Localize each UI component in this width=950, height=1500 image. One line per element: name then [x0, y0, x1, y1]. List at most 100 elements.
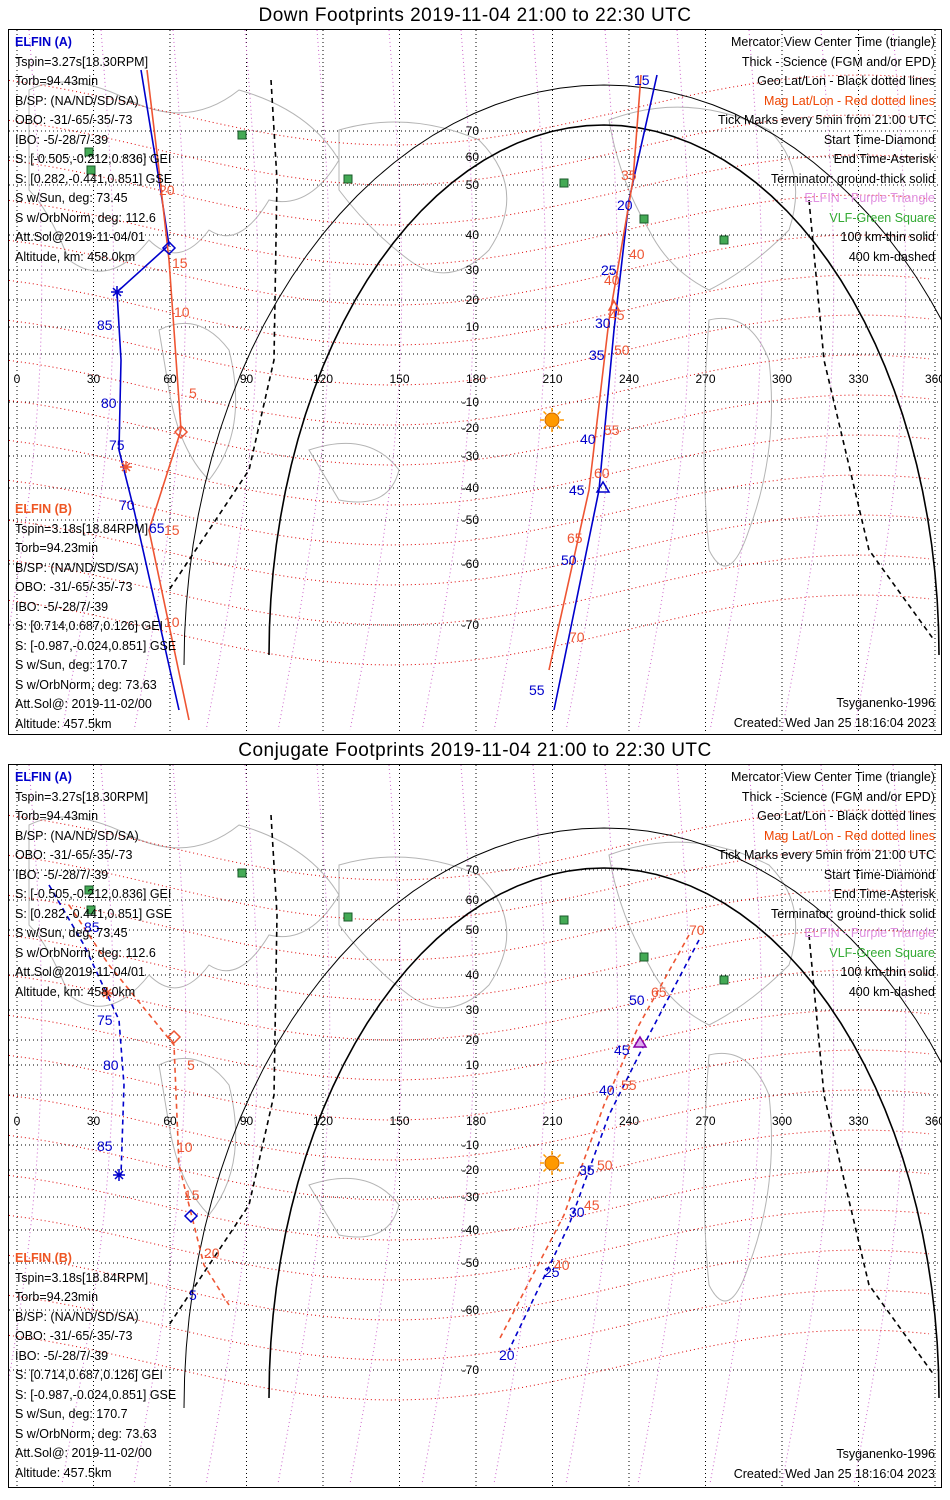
legend-line: Tick Marks every 5min from 21:00 UTC	[718, 848, 935, 862]
lat-label: -20	[462, 421, 480, 435]
vlf-station-marker	[559, 915, 569, 925]
info-line: S: [0.282,-0.441,0.851] GSE	[15, 171, 173, 186]
lon-label: 150	[389, 372, 409, 386]
legend-line: End Time-Asterisk	[833, 887, 935, 901]
lon-label: 60	[163, 372, 177, 386]
vlf-station-marker	[237, 868, 247, 878]
elfin-b-time-tick: 5	[187, 1057, 195, 1073]
info-line: S w/Sun, deg: 170.7	[15, 1407, 128, 1421]
legend-line: 100 km-thin solid	[840, 965, 936, 979]
info-line: OBO: -31/-65/-35/-73	[15, 1329, 133, 1343]
mag-latitude-line	[9, 314, 930, 386]
mag-latitude-line	[9, 969, 930, 1041]
start-diamond-b	[166, 1029, 182, 1045]
info-line: Torb=94.43min	[15, 809, 99, 823]
map-canvas-conjugate: 0 30 60 90 120 150 180 210 240 270 300 330 360 70 60 50…	[9, 765, 942, 1487]
info-line: S: [-0.987,-0.024,0.851] GSE	[15, 638, 177, 653]
lon-label: 300	[772, 372, 792, 386]
legend-line: Start Time-Diamond	[823, 132, 935, 147]
info-line: S w/OrbNorm, deg: 73.63	[15, 1426, 157, 1441]
lon-label: 90	[240, 372, 254, 386]
mag-latitude-line	[9, 274, 930, 346]
elfin-b-time-tick: 15	[164, 522, 180, 538]
legend-line: 400 km-dashed	[848, 984, 935, 999]
vlf-station-marker	[86, 905, 96, 915]
elfin-b-time-tick: 50	[614, 342, 630, 358]
vlf-station-marker	[343, 912, 353, 922]
lon-label: 270	[695, 372, 715, 386]
info-line: Altitude: 457.5km	[15, 1465, 112, 1480]
vlf-station-marker	[639, 952, 649, 962]
elfin-a-time-tick: 5	[189, 1287, 197, 1303]
coastline-shape	[28, 81, 340, 272]
elfin-a-time-tick: 85	[97, 317, 113, 333]
elfin-b-time-tick: 55	[621, 1077, 637, 1093]
info-line: IBO: -5/-28/7/-39	[15, 132, 109, 147]
mag-meridian-line	[277, 765, 331, 1486]
vlf-station-marker	[719, 975, 729, 985]
mag-latitude-line	[9, 234, 930, 306]
mag-latitude-line	[9, 114, 930, 186]
info-line: B/SP: (NA/ND/SD/SA)	[15, 93, 139, 108]
lat-label: 50	[466, 923, 480, 937]
mag-meridian-line	[9, 30, 43, 631]
mag-meridian-line	[637, 765, 691, 1486]
lon-label: 210	[542, 372, 562, 386]
info-line: Torb=94.23min	[15, 1290, 99, 1304]
elfin-b-header: ELFIN (B)	[15, 502, 72, 516]
mag-latitude-line	[9, 809, 930, 881]
sun-ray	[557, 1153, 562, 1158]
mag-latitude-line	[9, 849, 930, 921]
lat-label: 60	[466, 893, 480, 907]
mag-meridian-line	[493, 30, 547, 731]
sun-ray	[542, 425, 547, 430]
view-center-triangle	[632, 1035, 648, 1048]
elfin-a-time-tick: 50	[561, 552, 577, 568]
elfin-b-time-tick: 10	[164, 614, 180, 630]
lon-label: 0	[14, 372, 21, 386]
lat-label: -30	[462, 1190, 480, 1204]
mag-latitude-line	[9, 1009, 930, 1081]
coastline-shape	[158, 322, 237, 481]
elfin-b-time-tick: 55	[604, 422, 620, 438]
legend-line: ELFIN - Purple Triangle	[804, 191, 935, 205]
mag-meridian-line	[133, 30, 187, 731]
info-line: OBO: -31/-65/-35/-73	[15, 580, 133, 594]
elfin-a-time-tick: 30	[595, 315, 611, 331]
lat-label: 30	[466, 1003, 480, 1017]
mag-latitude-line	[9, 194, 930, 266]
info-line: S: [0.714,0.687,0.126] GEI	[15, 1368, 164, 1382]
mag-meridian-line	[637, 30, 691, 731]
model-label: Tsyganenko-1996	[836, 1447, 935, 1461]
elfin-b-track-west	[68, 904, 230, 1306]
mag-meridian-line	[205, 30, 259, 731]
elfin-b-time-tick: 70	[569, 629, 585, 645]
legend-line: 400 km-dashed	[848, 249, 935, 264]
lat-label: 20	[466, 293, 480, 307]
info-line: B/SP: (NA/ND/SD/SA)	[15, 560, 139, 575]
mag-latitude-line	[9, 154, 930, 226]
panel-title-conjugate: Conjugate Footprints 2019-11-04 21:00 to…	[238, 740, 712, 761]
elfin-a-time-tick: 75	[109, 437, 125, 453]
lat-label: 70	[466, 863, 480, 877]
info-line: S w/OrbNorm, deg: 112.6	[15, 945, 156, 960]
mag-meridian-line	[133, 765, 187, 1486]
coastline-shape	[308, 1177, 400, 1238]
elfin-b-time-tick: 70	[689, 922, 705, 938]
mag-meridian-line	[709, 765, 763, 1486]
info-line: S: [0.282,-0.441,0.851] GSE	[15, 906, 173, 921]
lon-label: 360	[925, 372, 942, 386]
elfin-a-time-tick: 75	[97, 1012, 113, 1028]
mag-latitude-line	[9, 929, 930, 1001]
elfin-a-info-conjugate: ELFIN (A) Tspin=3.27s[18.30RPM] Torb=94.…	[15, 768, 172, 1002]
elfin-b-time-tick: 40	[604, 272, 620, 288]
elfin-a-track-east	[553, 74, 658, 711]
lat-label: 60	[466, 150, 480, 164]
vlf-station-marker	[84, 885, 94, 895]
lat-label: -70	[462, 1363, 480, 1377]
elfin-a-time-tick: 35	[589, 347, 605, 363]
info-line: IBO: -5/-28/7/-39	[15, 867, 109, 882]
elfin-a-track-west	[48, 884, 125, 1176]
lon-label: 210	[542, 1114, 562, 1128]
lon-label: 360	[925, 1114, 942, 1128]
